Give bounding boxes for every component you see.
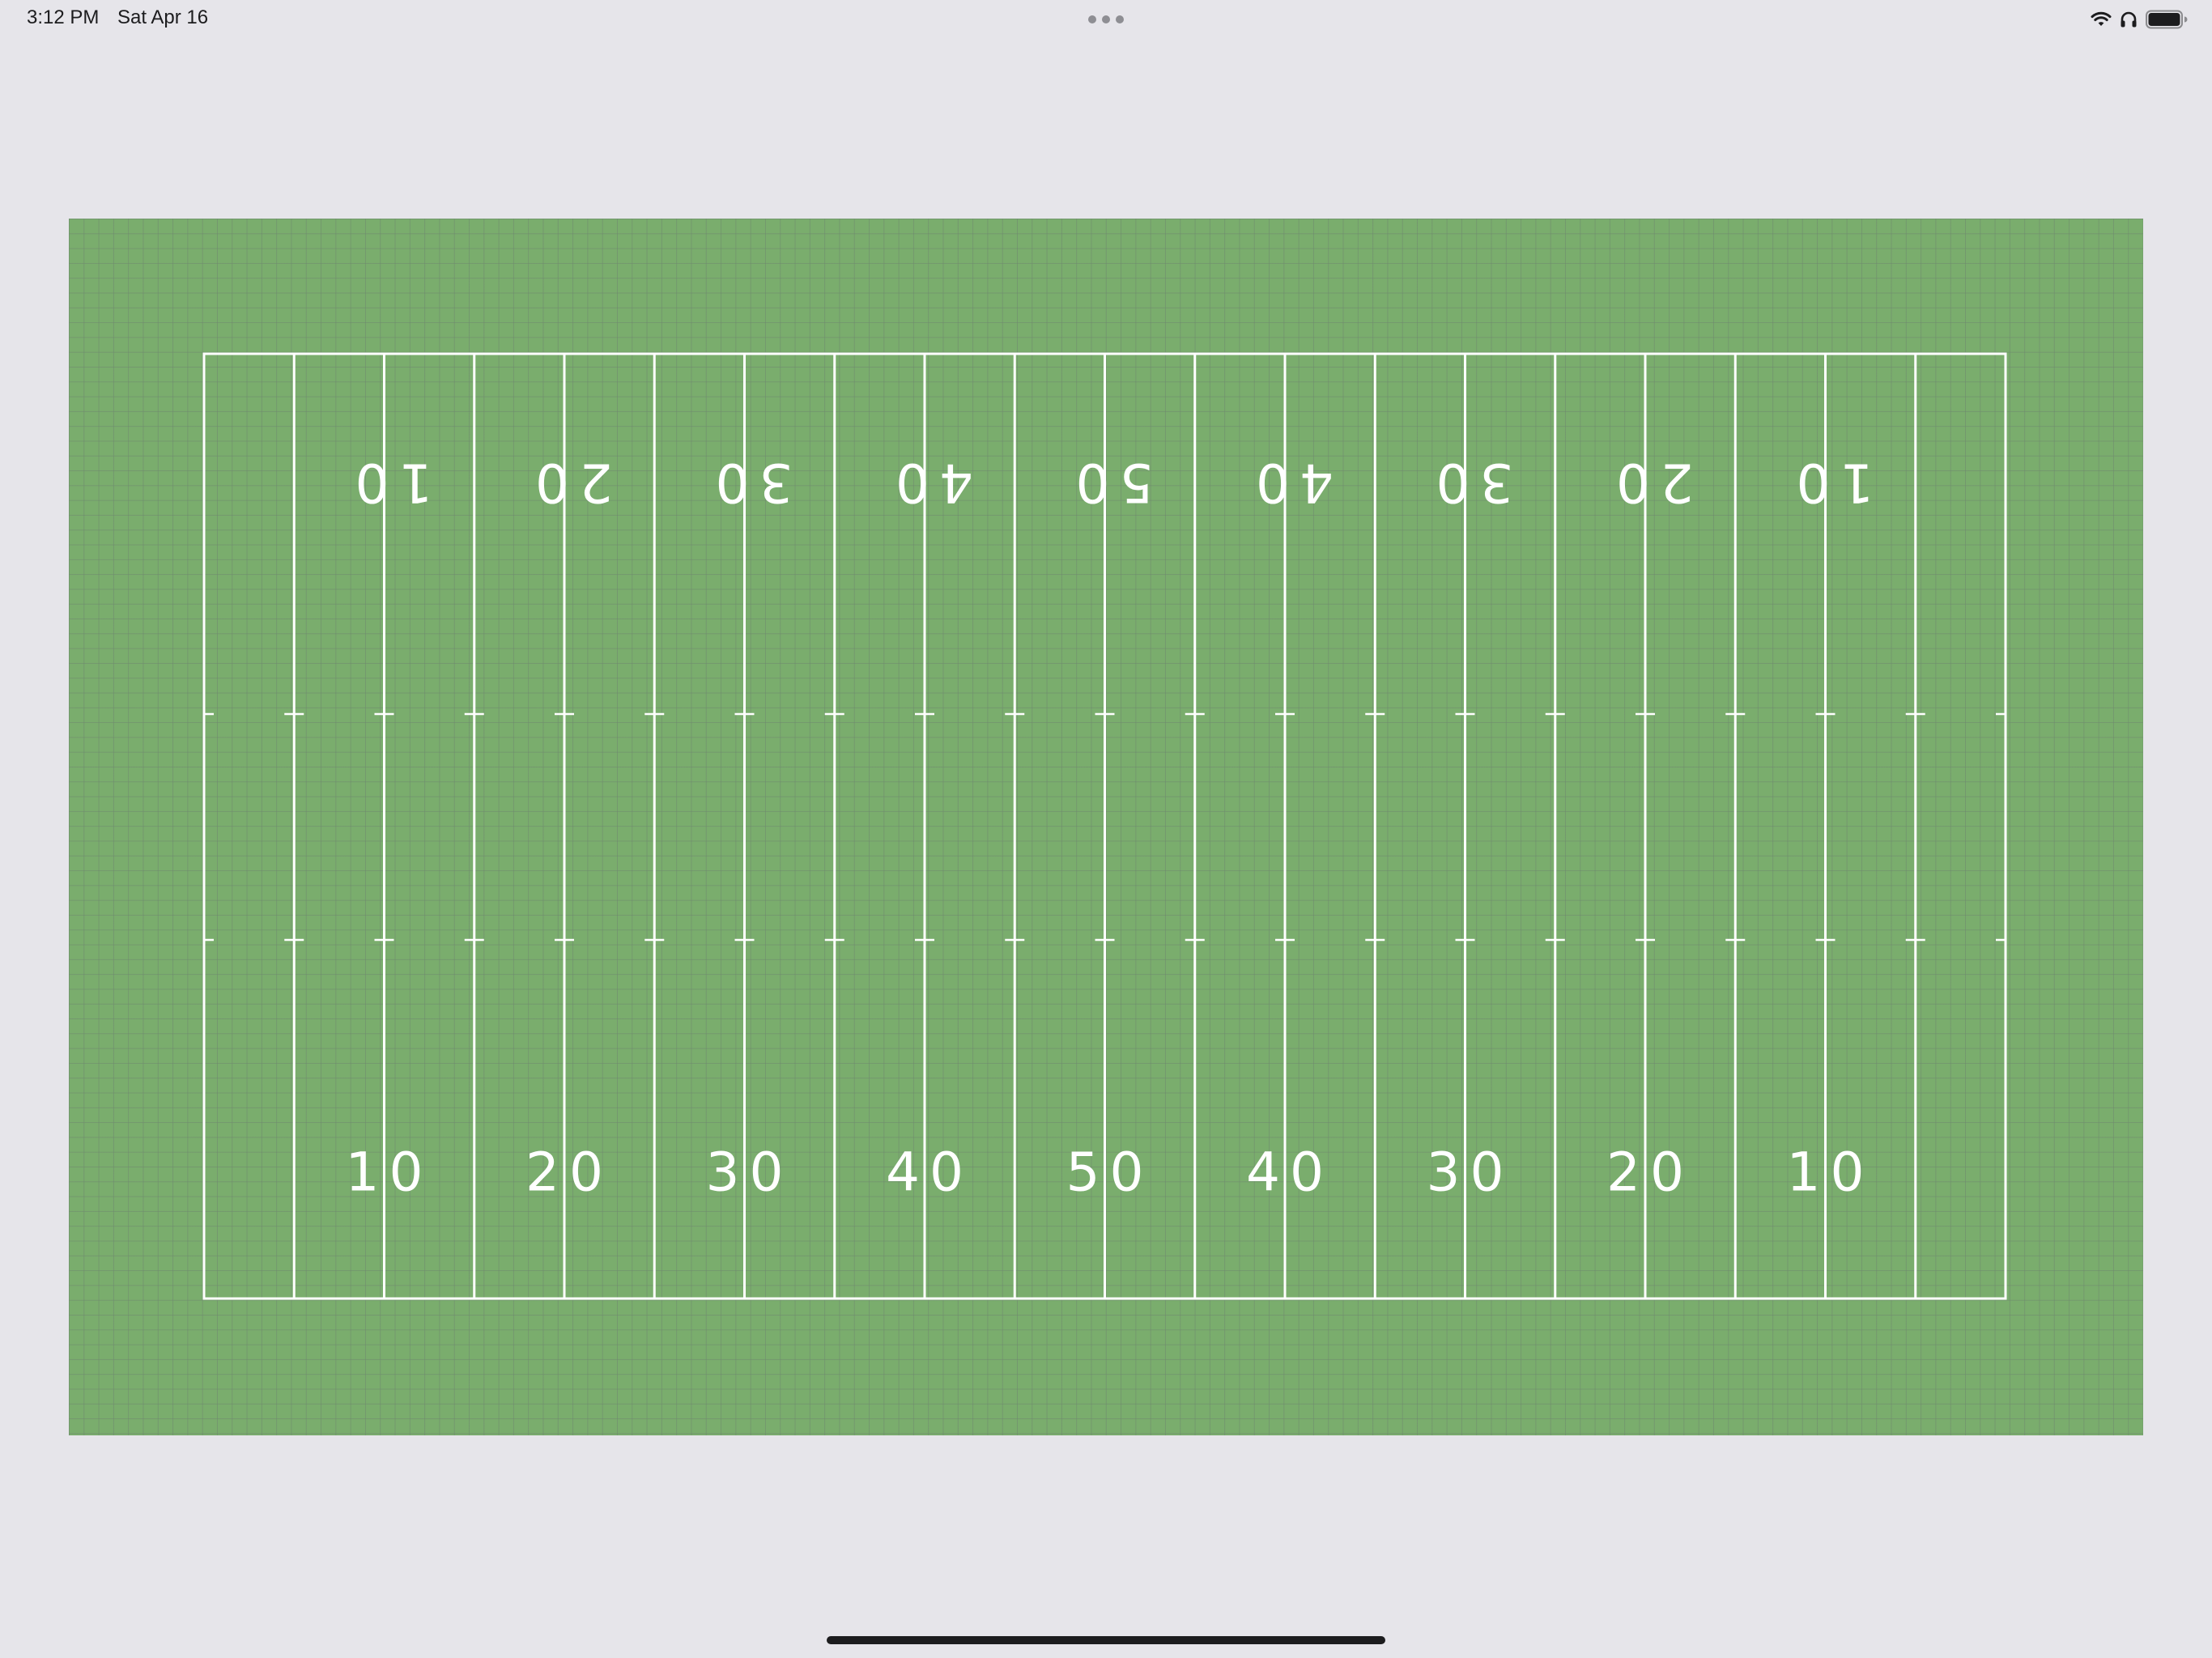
dot-icon	[1102, 15, 1110, 23]
yard-number-bottom: 30	[706, 1141, 793, 1204]
wifi-icon	[2091, 11, 2112, 26]
yard-number-top: 20	[525, 452, 613, 514]
yard-number-bottom: 30	[1427, 1141, 1514, 1204]
yard-number-bottom: 40	[1246, 1141, 1334, 1204]
football-field[interactable]: 10 20 30 40 50 40 30 20 10 10 20 30 40 50 40 30 20 10	[69, 219, 2143, 1435]
field-markings: 10 20 30 40 50 40 30 20 10 10 20 30 40 50 40 30 20 10	[202, 352, 2007, 1300]
status-date: Sat Apr 16	[117, 6, 209, 28]
battery-icon	[2146, 10, 2188, 29]
multitasking-menu-button[interactable]	[1088, 15, 1124, 23]
yard-number-top: 50	[1066, 452, 1154, 514]
yard-number-top: 40	[886, 452, 973, 514]
yard-number-bottom: 50	[1066, 1141, 1154, 1204]
yard-number-bottom: 40	[886, 1141, 973, 1204]
yard-number-bottom: 10	[346, 1141, 433, 1204]
yard-number-top: 10	[346, 452, 433, 514]
yard-number-top: 30	[706, 452, 793, 514]
dot-icon	[1116, 15, 1124, 23]
status-time: 3:12 PM	[27, 6, 100, 28]
yard-number-top: 10	[1787, 452, 1874, 514]
status-icons	[2091, 9, 2188, 30]
yard-number-top: 40	[1246, 452, 1334, 514]
status-bar: 3:12 PM Sat Apr 16	[0, 0, 2212, 39]
yard-number-bottom: 20	[1606, 1141, 1694, 1204]
yard-number-bottom: 20	[525, 1141, 613, 1204]
dot-icon	[1088, 15, 1096, 23]
headphones-icon	[2121, 11, 2137, 28]
yard-number-top: 20	[1606, 452, 1694, 514]
yard-number-top: 30	[1427, 452, 1514, 514]
yard-number-bottom: 10	[1787, 1141, 1874, 1204]
home-indicator[interactable]	[827, 1636, 1385, 1644]
